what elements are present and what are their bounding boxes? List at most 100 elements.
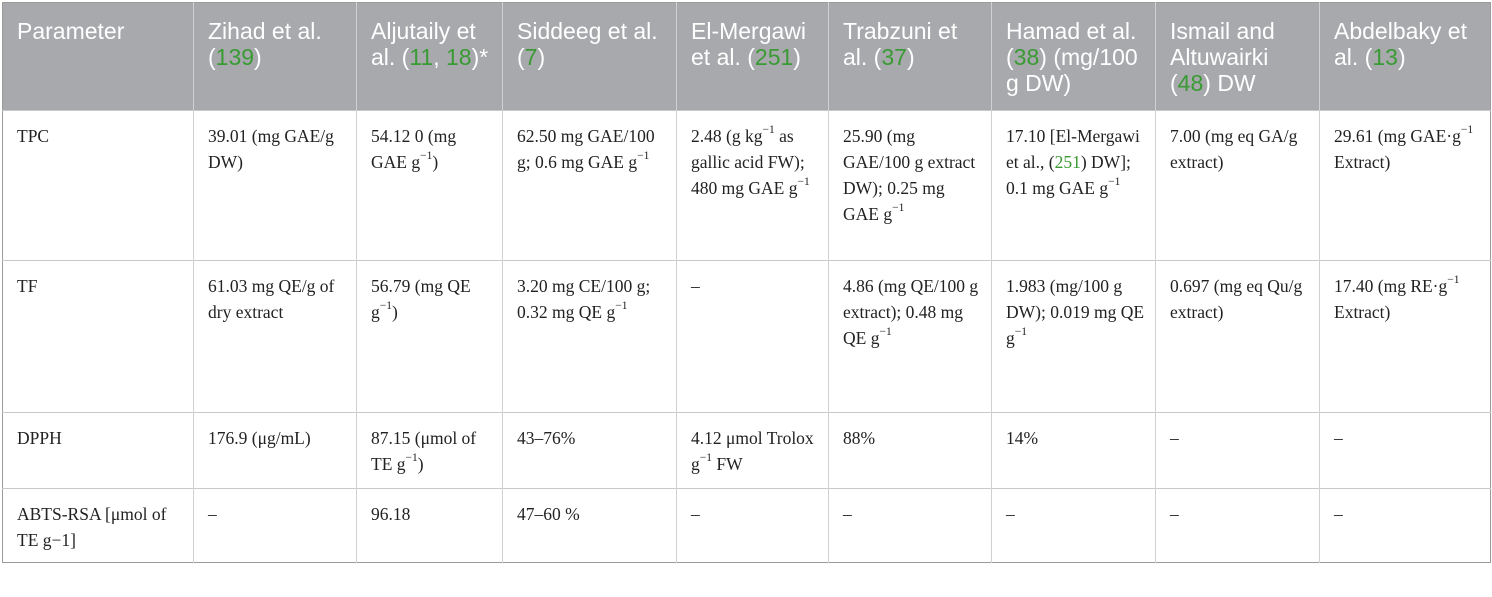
header-elmergawi-end: ): [793, 44, 801, 70]
header-elmergawi: El-Mergawi et al. (251): [676, 2, 829, 111]
cell-text: 17.40 (mg RE·g: [1334, 276, 1448, 296]
cell-text: 62.50 mg GAE/100 g; 0.6 mg GAE g: [517, 126, 655, 172]
header-zihad-text: Zihad et al. (: [208, 18, 322, 70]
cell-dpph-abdelbaky: –: [1319, 412, 1491, 489]
data-table: Parameter Zihad et al. (139) Aljutaily e…: [2, 2, 1491, 563]
superscript: −1: [1014, 326, 1027, 339]
header-aljutaily-text: Aljutaily et al. (: [371, 18, 476, 70]
cell-tpc-aljutaily: 54.12 0 (mg GAE g−1): [356, 110, 503, 261]
cell-text: 4.12 μmol Trolox g: [691, 428, 814, 474]
header-aljutaily-sep: ,: [433, 44, 447, 70]
cell-dpph-ismail: –: [1155, 412, 1320, 489]
header-ismail-text: Ismail and Altuwairki (: [1170, 18, 1275, 96]
reference-link[interactable]: 251: [1054, 152, 1081, 172]
header-ismail-end: ) DW: [1203, 70, 1256, 96]
reference-link[interactable]: 37: [881, 44, 907, 70]
header-hamad-end: ) (mg/100 g DW): [1006, 44, 1138, 96]
superscript: −1: [879, 326, 892, 339]
superscript: −1: [699, 452, 712, 465]
header-trabzuni-text: Trabzuni et al. (: [843, 18, 958, 70]
cell-abts-elmergawi: –: [676, 488, 829, 563]
superscript: −1: [405, 452, 418, 465]
header-aljutaily: Aljutaily et al. (11, 18)*: [356, 2, 503, 111]
header-siddeeg: Siddeeg et al. (7): [502, 2, 677, 111]
header-zihad: Zihad et al. (139): [193, 2, 357, 111]
cell-tpc-siddeeg: 62.50 mg GAE/100 g; 0.6 mg GAE g−1: [502, 110, 677, 261]
cell-text: FW: [712, 454, 743, 474]
cell-tpc-elmergawi: 2.48 (g kg−1 as gallic acid FW); 480 mg …: [676, 110, 829, 261]
cell-text: ): [432, 152, 439, 172]
cell-tf-trabzuni: 4.86 (mg QE/100 g extract); 0.48 mg QE g…: [828, 260, 992, 413]
header-hamad: Hamad et al. (38) (mg/100 g DW): [991, 2, 1156, 111]
cell-tpc-hamad: 17.10 [El-Mergawi et al., (251) DW]; 0.1…: [991, 110, 1156, 261]
table-row-tf: TF 61.03 mg QE/g of dry extract 56.79 (m…: [2, 260, 1491, 413]
cell-text: ): [417, 454, 424, 474]
reference-link[interactable]: 7: [524, 44, 538, 70]
cell-abts-ismail: –: [1155, 488, 1320, 563]
cell-abts-hamad: –: [991, 488, 1156, 563]
cell-text: 54.12 0 (mg GAE g: [371, 126, 457, 172]
reference-link[interactable]: 18: [446, 44, 472, 70]
cell-text: ): [392, 302, 398, 322]
cell-abts-siddeeg: 47–60 %: [502, 488, 677, 563]
cell-tf-abdelbaky: 17.40 (mg RE·g−1 Extract): [1319, 260, 1491, 413]
superscript: −1: [615, 300, 628, 313]
header-hamad-text: Hamad et al. (: [1006, 18, 1137, 70]
superscript: −1: [420, 150, 433, 163]
header-ismail: Ismail and Altuwairki (48) DW: [1155, 2, 1320, 111]
reference-link[interactable]: 38: [1013, 44, 1040, 70]
cell-tpc-label: TPC: [2, 110, 194, 261]
header-siddeeg-text: Siddeeg et al. (: [517, 18, 658, 70]
reference-link[interactable]: 251: [754, 44, 794, 70]
cell-text: 17.10 [El-Mergawi et al., (: [1006, 126, 1140, 172]
cell-text: 1.983 (mg/100 g DW); 0.019 mg QE g: [1006, 276, 1145, 348]
cell-dpph-zihad: 176.9 (μg/mL): [193, 412, 357, 489]
cell-text: 25.90 (mg GAE/100 g extract DW); 0.25 mg…: [843, 126, 976, 224]
cell-dpph-label: DPPH: [2, 412, 194, 489]
cell-dpph-hamad: 14%: [991, 412, 1156, 489]
header-zihad-end: ): [254, 44, 262, 70]
cell-dpph-trabzuni: 88%: [828, 412, 992, 489]
cell-abts-trabzuni: –: [828, 488, 992, 563]
cell-tf-hamad: 1.983 (mg/100 g DW); 0.019 mg QE g−1: [991, 260, 1156, 413]
header-abdelbaky: Abdelbaky et al. (13): [1319, 2, 1491, 111]
header-aljutaily-end: )*: [471, 44, 489, 70]
cell-tpc-zihad: 39.01 (mg GAE/g DW): [193, 110, 357, 261]
cell-text: 3.20 mg CE/100 g; 0.32 mg QE g: [517, 276, 651, 322]
superscript: −1: [797, 176, 810, 189]
cell-tf-siddeeg: 3.20 mg CE/100 g; 0.32 mg QE g−1: [502, 260, 677, 413]
cell-abts-abdelbaky: –: [1319, 488, 1491, 563]
cell-text: 56.79 (mg QE g: [371, 276, 471, 322]
superscript: −1: [379, 300, 392, 313]
reference-link[interactable]: 48: [1177, 70, 1204, 96]
header-parameter: Parameter: [2, 2, 194, 111]
header-trabzuni-end: ): [906, 44, 915, 70]
table-row-dpph: DPPH 176.9 (μg/mL) 87.15 (μmol of TE g−1…: [2, 412, 1491, 489]
reference-link[interactable]: 139: [215, 44, 255, 70]
table-header: Parameter Zihad et al. (139) Aljutaily e…: [2, 2, 1491, 111]
reference-link[interactable]: 11: [409, 44, 434, 70]
cell-text: 29.61 (mg GAE·g: [1334, 126, 1461, 146]
cell-text: as gallic acid FW); 480 mg GAE g: [691, 126, 805, 198]
cell-tpc-trabzuni: 25.90 (mg GAE/100 g extract DW); 0.25 mg…: [828, 110, 992, 261]
cell-tf-elmergawi: –: [676, 260, 829, 413]
header-abdelbaky-text: Abdelbaky et al. (: [1334, 18, 1467, 70]
header-row: Parameter Zihad et al. (139) Aljutaily e…: [2, 2, 1491, 111]
table-body: TPC 39.01 (mg GAE/g DW) 54.12 0 (mg GAE …: [2, 110, 1491, 563]
superscript: −1: [637, 150, 650, 163]
reference-link[interactable]: 13: [1372, 44, 1398, 70]
cell-text: Extract): [1334, 302, 1391, 322]
cell-tf-ismail: 0.697 (mg eq Qu/g extract): [1155, 260, 1320, 413]
cell-text: 2.48 (g kg: [691, 126, 763, 146]
header-trabzuni: Trabzuni et al. (37): [828, 2, 992, 111]
cell-text: Extract): [1334, 152, 1391, 172]
table-row-abts: ABTS-RSA [μmol of TE g−1] – 96.18 47–60 …: [2, 488, 1491, 563]
header-parameter-text: Parameter: [17, 18, 125, 44]
cell-tpc-ismail: 7.00 (mg eq GA/g extract): [1155, 110, 1320, 261]
cell-tf-label: TF: [2, 260, 194, 413]
cell-text: 87.15 (μmol of TE g: [371, 428, 477, 474]
superscript: −1: [762, 124, 775, 137]
cell-tpc-abdelbaky: 29.61 (mg GAE·g−1 Extract): [1319, 110, 1491, 261]
cell-abts-label: ABTS-RSA [μmol of TE g−1]: [2, 488, 194, 563]
table-row-tpc: TPC 39.01 (mg GAE/g DW) 54.12 0 (mg GAE …: [2, 110, 1491, 261]
